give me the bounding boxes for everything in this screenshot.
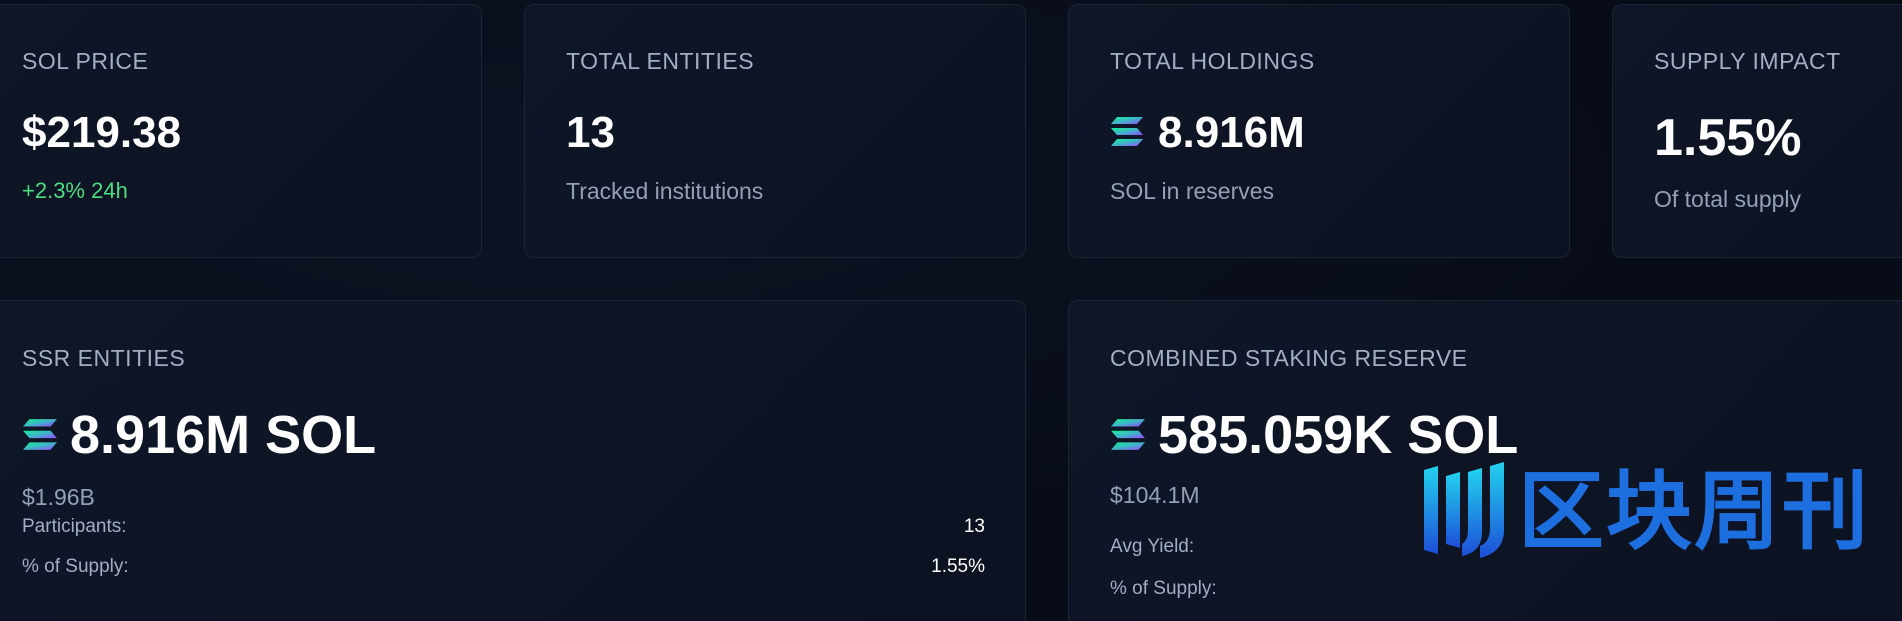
supply-impact-label: SUPPLY IMPACT bbox=[1654, 48, 1841, 74]
solana-icon bbox=[1111, 117, 1143, 146]
supply-impact-sub: Of total supply bbox=[1654, 186, 1802, 212]
ssr-entities-label: SSR ENTITIES bbox=[22, 345, 186, 371]
watermark-text: 区块周刊 bbox=[1518, 462, 1870, 562]
combined-staking-value: 585.059K SOL bbox=[1158, 405, 1519, 465]
combined-staking-usd: $104.1M bbox=[1110, 482, 1200, 508]
combined-staking-label: COMBINED STAKING RESERVE bbox=[1110, 345, 1468, 371]
combined-staking-card bbox=[1068, 300, 1902, 621]
combined-supply-label: % of Supply: bbox=[1110, 578, 1217, 599]
watermark-logo-icon bbox=[1424, 462, 1504, 558]
supply-impact-card bbox=[1612, 4, 1902, 258]
ssr-entities-card bbox=[0, 300, 1026, 621]
total-entities-value: 13 bbox=[566, 108, 615, 157]
sol-price-label: SOL PRICE bbox=[22, 48, 149, 74]
participants-value: 13 bbox=[963, 516, 985, 537]
total-entities-sub: Tracked institutions bbox=[566, 178, 764, 204]
total-entities-label: TOTAL ENTITIES bbox=[566, 48, 755, 74]
supply-impact-value: 1.55% bbox=[1654, 109, 1802, 167]
participants-label: Participants: bbox=[22, 516, 127, 537]
total-holdings-label: TOTAL HOLDINGS bbox=[1110, 48, 1315, 74]
total-holdings-card bbox=[1068, 4, 1570, 258]
ssr-entities-value: 8.916M SOL bbox=[70, 405, 377, 465]
total-entities-card bbox=[524, 4, 1026, 258]
ssr-entities-usd: $1.96B bbox=[22, 484, 95, 510]
total-holdings-sub: SOL in reserves bbox=[1110, 178, 1275, 204]
sol-price-change: +2.3% 24h bbox=[22, 178, 128, 203]
total-holdings-value: 8.916M bbox=[1158, 108, 1305, 157]
solana-icon bbox=[1111, 419, 1145, 450]
supply-percent-value: 1.55% bbox=[931, 556, 985, 577]
solana-icon bbox=[23, 419, 57, 450]
sol-price-value: $219.38 bbox=[22, 108, 182, 157]
supply-percent-label: % of Supply: bbox=[22, 556, 129, 577]
sol-price-card bbox=[0, 4, 482, 258]
avg-yield-label: Avg Yield: bbox=[1110, 536, 1195, 557]
